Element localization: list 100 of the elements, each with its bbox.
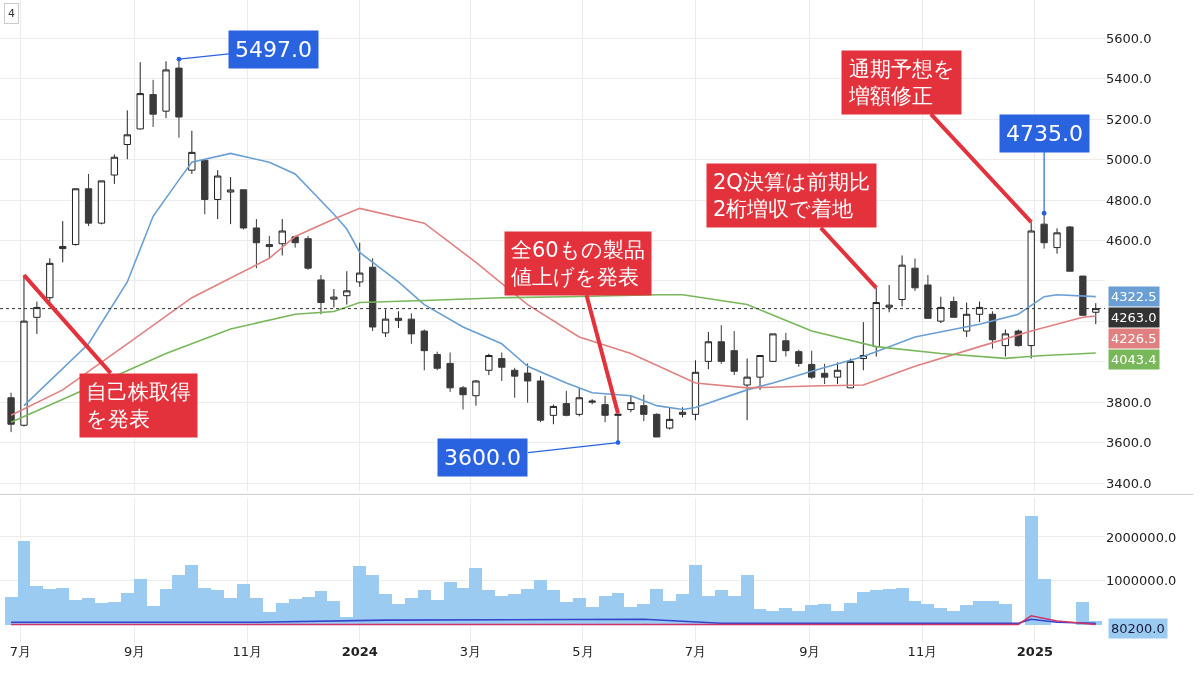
candlestick [1066,225,1074,272]
candlestick [601,395,609,423]
candlestick [446,351,454,393]
candlestick [704,331,713,370]
candlestick [898,254,906,307]
candlestick [627,395,635,413]
candlestick [511,367,519,399]
candlestick [1092,302,1100,325]
candlestick [459,385,467,410]
candlestick [937,296,945,324]
annotation: 通期予想を増額修正 [848,57,955,109]
x-tick-label: 7月 [684,644,707,659]
candlestick [730,330,738,376]
candlestick [149,79,157,128]
annotation: 5497.0 [235,37,312,62]
annotation: 4322.5 [1111,289,1157,304]
candlestick [123,109,131,160]
x-tick-label: 2024 [341,644,378,659]
candlestick [84,173,93,227]
candlestick [330,288,338,308]
y-tick-label: 4800.0 [1106,192,1152,208]
x-tick-label: 5月 [572,644,594,659]
candlestick [420,328,428,371]
candlestick [252,218,261,269]
candlestick [71,188,80,247]
candlestick [769,333,777,362]
candlestick [394,310,403,329]
candlestick [962,302,971,338]
candlestick [872,287,880,358]
candlestick [653,412,661,438]
candlestick [640,394,648,422]
candlestick [498,351,506,382]
candlestick [136,61,144,130]
candlestick [97,180,106,225]
x-tick-label: 2025 [1016,644,1053,659]
text: 80200.0 [1111,621,1165,636]
x-tick-label: 3月 [459,644,482,659]
annotation: 2Q決算は前期比2桁増収で着地 [713,170,870,222]
candlestick [46,257,54,303]
annotation: 4 [8,7,15,20]
x-tick-label: 7月 [9,644,31,659]
candlestick [188,130,196,175]
candlestick [885,284,893,313]
candlestick [820,363,829,385]
candlestick [485,353,493,376]
candlestick [717,324,725,365]
candlestick [201,159,209,215]
candlestick [536,375,545,423]
annotation: 全60もの製品値上げを発表 [511,238,645,290]
candlestick [833,361,842,385]
candlestick [278,218,286,256]
y-tick-label: 3800.0 [1106,394,1152,410]
annotation: 4226.5 [1111,331,1157,346]
candlestick [291,235,299,249]
candlestick [7,392,15,433]
candlestick [33,301,41,335]
candlestick [59,220,67,263]
candlestick [782,332,790,358]
candlestick [678,406,687,418]
candlestick [691,359,700,421]
candlestick [795,349,803,368]
annotation: 4735.0 [1006,121,1083,146]
y-tick-label: 3600.0 [1106,435,1152,451]
y-tick-label: 3400.0 [1106,475,1152,491]
y-tick-label: 4600.0 [1106,233,1152,249]
candlestick [549,404,558,425]
x-tick-label: 9月 [799,644,821,659]
candlestick [162,60,170,119]
candlestick [562,390,570,417]
candlestick [975,301,984,323]
x-tick-label: 9月 [124,644,146,659]
candlestick [911,258,919,292]
y-tick-label: 5600.0 [1106,30,1152,46]
annotation: 4043.4 [1111,352,1157,367]
candlestick [407,312,416,345]
candlestick [665,406,674,430]
y-tick-label: 1000000.0 [1106,573,1177,589]
candlestick [1027,221,1035,360]
candlestick [214,169,222,220]
candlestick [523,362,532,404]
x-tick-label: 11月 [232,644,262,659]
x-tick-label: 11月 [907,644,938,659]
candlestick [988,310,997,350]
candlestick [588,398,596,405]
y-tick-label: 5400.0 [1106,71,1152,87]
annotation: 自己株取得を発表 [86,380,191,432]
candlestick [239,189,248,230]
y-tick-label: 5200.0 [1106,111,1152,127]
candlestick [743,358,751,421]
candlestick [575,387,583,417]
candlestick [110,153,119,185]
y-tick-label: 5000.0 [1106,152,1152,168]
candlestick [356,242,364,288]
candlestick [756,355,764,391]
candlestick [472,379,480,407]
y-tick-label: 2000000.0 [1106,529,1177,545]
candlestick [304,235,312,271]
candlestick [433,351,441,371]
candlestick [226,176,235,225]
candlestick [343,270,351,306]
